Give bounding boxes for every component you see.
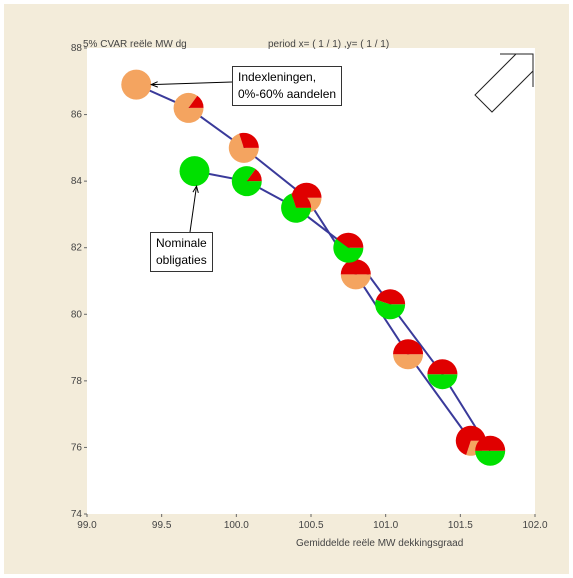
callout-arrow-line: [151, 81, 233, 86]
pie-slice: [281, 193, 312, 223]
pie-slice: [333, 238, 364, 263]
x-tick-label: 102.0: [522, 520, 547, 531]
pie-marker: [121, 69, 152, 100]
callout-arrow-head: [192, 184, 199, 194]
pie-slice: [173, 92, 204, 123]
callout-nominale-obligaties: Nominale obligaties: [150, 232, 213, 272]
pie-marker: [340, 259, 371, 290]
pie-marker: [231, 166, 262, 197]
y-tick-label: 74: [71, 509, 83, 520]
pie-slice: [393, 354, 424, 370]
pie-slice: [246, 169, 262, 182]
x-tick-label: 101.0: [373, 520, 398, 531]
x-tick-label: 100.0: [224, 520, 249, 531]
y-tick-label: 84: [71, 176, 83, 187]
x-tick-label: 100.5: [298, 520, 323, 531]
arrow-up-right-icon[interactable]: [474, 53, 534, 113]
pie-marker: [475, 435, 506, 466]
period-label: period x= ( 1 / 1) ,y= ( 1 / 1): [268, 39, 389, 50]
callout-indexleningen: Indexleningen, 0%-60% aandelen: [232, 66, 343, 106]
pie-slice: [455, 425, 486, 456]
x-tick-label: 101.5: [448, 520, 473, 531]
pie-slice: [427, 359, 458, 375]
pie-slice: [179, 156, 210, 187]
pie-marker: [427, 359, 458, 390]
pie-slice: [228, 133, 259, 163]
pie-slice: [375, 289, 406, 305]
pie-slice: [340, 259, 371, 275]
pie-marker: [333, 232, 364, 263]
pie-slice: [427, 374, 458, 390]
pie-marker: [173, 92, 204, 123]
y-tick-label: 80: [71, 309, 83, 320]
callout-arrow-line: [189, 186, 198, 233]
x-tick-label: 99.0: [77, 520, 97, 531]
y-axis: 74 76 78 80 82 84 86 88: [71, 43, 87, 520]
y-tick-label: 88: [71, 43, 83, 54]
pie-slice: [291, 192, 312, 208]
pie-slice: [121, 69, 152, 100]
pie-slice: [375, 299, 406, 320]
pie-marker: [393, 339, 424, 370]
pie-slice: [393, 339, 424, 355]
callout-arrow-head: [149, 81, 158, 88]
pie-slice: [340, 274, 371, 290]
pie-marker: [281, 192, 312, 223]
pie-marker: [179, 156, 210, 187]
x-tick-label: 99.5: [152, 520, 172, 531]
pie-slice: [475, 450, 506, 466]
y-tick-label: 76: [71, 442, 83, 453]
pie-markers: [121, 69, 506, 466]
pie-marker: [375, 289, 406, 320]
pie-slice: [475, 435, 506, 451]
pie-slice: [239, 132, 259, 148]
y-tick-label: 78: [71, 376, 83, 387]
y-tick-label: 86: [71, 110, 83, 121]
x-axis: 99.0 99.5 100.0 100.5 101.0 101.5 102.0: [77, 514, 548, 531]
y-tick-label: 82: [71, 243, 83, 254]
pie-marker: [228, 132, 259, 163]
x-axis-label: Gemiddelde reële MW dekkingsgraad: [296, 538, 463, 549]
pie-slice: [336, 232, 364, 248]
chart-title: 5% CVAR reële MW dg: [83, 39, 187, 50]
callout-arrows: [149, 81, 233, 233]
pie-slice: [188, 95, 204, 108]
